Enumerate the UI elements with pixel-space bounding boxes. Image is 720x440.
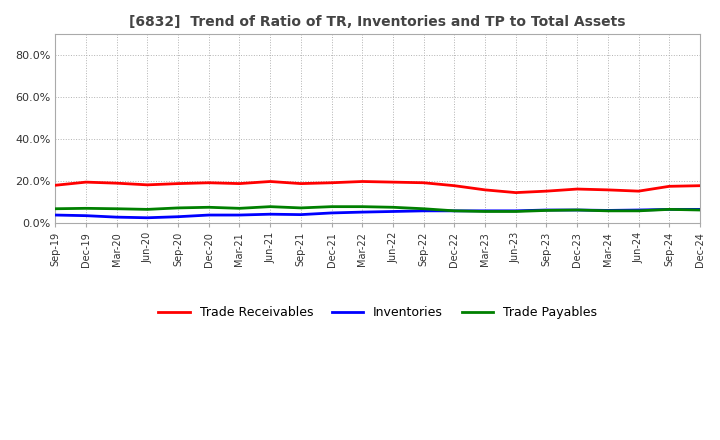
- Trade Payables: [573, 207, 582, 213]
- Trade Receivables: [81, 180, 90, 185]
- Trade Payables: [174, 205, 182, 211]
- Trade Payables: [297, 205, 305, 211]
- Inventories: [112, 214, 121, 220]
- Inventories: [204, 213, 213, 218]
- Trade Payables: [542, 208, 551, 213]
- Inventories: [174, 214, 182, 220]
- Trade Receivables: [112, 180, 121, 186]
- Inventories: [542, 207, 551, 213]
- Inventories: [235, 213, 244, 218]
- Inventories: [297, 212, 305, 217]
- Trade Receivables: [542, 188, 551, 194]
- Trade Receivables: [328, 180, 336, 185]
- Inventories: [389, 209, 397, 214]
- Inventories: [81, 213, 90, 218]
- Trade Receivables: [634, 188, 643, 194]
- Trade Receivables: [143, 182, 152, 187]
- Inventories: [143, 215, 152, 220]
- Trade Receivables: [389, 180, 397, 185]
- Trade Receivables: [419, 180, 428, 185]
- Inventories: [573, 207, 582, 213]
- Line: Inventories: Inventories: [55, 209, 700, 218]
- Inventories: [450, 208, 459, 213]
- Trade Payables: [696, 207, 704, 213]
- Inventories: [51, 213, 60, 218]
- Trade Receivables: [358, 179, 366, 184]
- Trade Receivables: [573, 187, 582, 192]
- Trade Receivables: [511, 190, 520, 195]
- Line: Trade Payables: Trade Payables: [55, 207, 700, 212]
- Trade Payables: [358, 204, 366, 209]
- Trade Receivables: [204, 180, 213, 185]
- Inventories: [419, 208, 428, 213]
- Trade Receivables: [603, 187, 612, 193]
- Trade Payables: [266, 204, 274, 209]
- Trade Receivables: [266, 179, 274, 184]
- Inventories: [634, 207, 643, 213]
- Inventories: [358, 209, 366, 215]
- Trade Receivables: [450, 183, 459, 188]
- Trade Payables: [450, 208, 459, 213]
- Title: [6832]  Trend of Ratio of TR, Inventories and TP to Total Assets: [6832] Trend of Ratio of TR, Inventories…: [130, 15, 626, 29]
- Trade Payables: [51, 206, 60, 211]
- Trade Payables: [143, 207, 152, 212]
- Legend: Trade Receivables, Inventories, Trade Payables: Trade Receivables, Inventories, Trade Pa…: [153, 301, 602, 324]
- Trade Payables: [81, 205, 90, 211]
- Trade Receivables: [297, 181, 305, 186]
- Inventories: [511, 208, 520, 213]
- Trade Receivables: [481, 187, 490, 193]
- Inventories: [266, 212, 274, 217]
- Inventories: [328, 210, 336, 216]
- Trade Payables: [112, 206, 121, 211]
- Trade Payables: [204, 205, 213, 210]
- Trade Payables: [481, 209, 490, 214]
- Trade Payables: [603, 208, 612, 213]
- Inventories: [665, 207, 674, 212]
- Trade Payables: [634, 208, 643, 213]
- Trade Payables: [389, 205, 397, 210]
- Trade Receivables: [174, 181, 182, 186]
- Line: Trade Receivables: Trade Receivables: [55, 181, 700, 193]
- Trade Payables: [511, 209, 520, 214]
- Trade Payables: [235, 205, 244, 211]
- Trade Receivables: [665, 183, 674, 189]
- Trade Receivables: [51, 183, 60, 188]
- Trade Payables: [328, 204, 336, 209]
- Inventories: [696, 207, 704, 212]
- Inventories: [481, 208, 490, 213]
- Trade Payables: [419, 206, 428, 211]
- Trade Receivables: [696, 183, 704, 188]
- Trade Payables: [665, 207, 674, 212]
- Inventories: [603, 208, 612, 213]
- Trade Receivables: [235, 181, 244, 186]
